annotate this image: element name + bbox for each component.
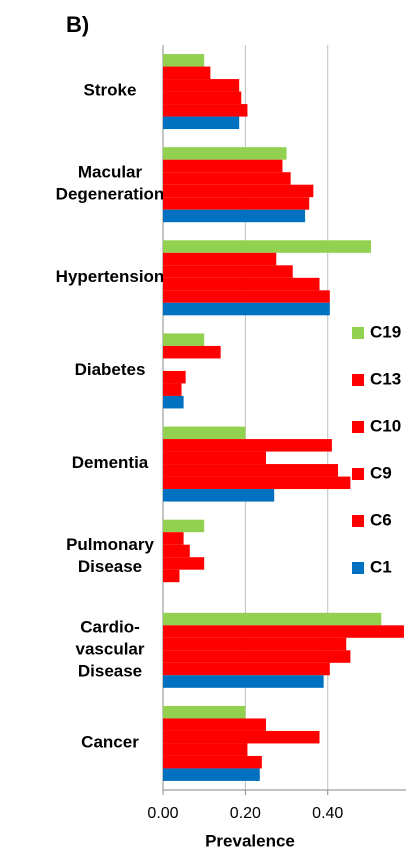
bar <box>163 557 205 570</box>
legend-label: C6 <box>370 510 392 529</box>
x-tick-label: 0.40 <box>312 805 343 822</box>
bar <box>163 383 182 396</box>
bar <box>163 650 351 663</box>
legend-label: C13 <box>370 369 401 388</box>
x-tick-label: 0.20 <box>230 805 261 822</box>
y-tick-label: Macular Degeneration <box>56 163 165 204</box>
bar <box>163 612 382 626</box>
bar <box>163 569 180 583</box>
legend-label: C1 <box>370 557 392 576</box>
bar <box>163 519 205 533</box>
x-axis-label: Prevalence <box>205 831 295 850</box>
legend-swatch <box>352 515 364 527</box>
legend-swatch <box>352 327 364 339</box>
bar <box>163 489 275 502</box>
bar <box>163 197 310 210</box>
bar <box>163 395 184 409</box>
bar <box>163 302 330 316</box>
legend-swatch <box>352 562 364 574</box>
bar <box>163 54 205 67</box>
bar <box>163 345 221 359</box>
bar <box>163 662 330 676</box>
bar <box>163 147 287 160</box>
y-tick-label: Pulmonary Disease <box>66 536 154 577</box>
bar <box>163 240 371 253</box>
bar <box>163 464 339 477</box>
y-tick-label: Dementia <box>72 454 149 473</box>
legend-label: C10 <box>370 416 401 435</box>
bar <box>163 104 248 117</box>
bar <box>163 265 293 278</box>
y-tick-label: Cancer <box>81 733 139 752</box>
bar <box>163 532 184 545</box>
chart-title: B) <box>66 12 89 37</box>
y-tick-label: Cardio-vascular Disease <box>76 618 145 681</box>
bar <box>163 252 277 266</box>
bar <box>163 675 324 688</box>
y-tick-label: Hypertension <box>56 267 165 286</box>
bar <box>163 209 306 223</box>
legend-swatch <box>352 421 364 433</box>
bar <box>163 66 211 80</box>
bar <box>163 544 190 558</box>
bar <box>163 705 246 719</box>
bar <box>163 439 332 452</box>
bar <box>163 159 283 173</box>
legend-label: C19 <box>370 322 401 341</box>
bar <box>163 755 262 769</box>
bar <box>163 91 242 105</box>
legend-swatch <box>352 374 364 386</box>
bar <box>163 277 320 291</box>
bar <box>163 476 351 490</box>
bar <box>163 79 240 92</box>
y-tick-label: Diabetes <box>75 360 146 379</box>
bar <box>163 451 266 465</box>
bar <box>163 730 320 744</box>
legend-swatch <box>352 468 364 480</box>
bar <box>163 743 248 756</box>
legend-label: C9 <box>370 463 392 482</box>
bar <box>163 370 186 384</box>
bar <box>163 172 291 185</box>
bar <box>163 116 240 130</box>
bar <box>163 637 347 651</box>
bar <box>163 333 205 346</box>
bar <box>163 290 330 303</box>
bar <box>163 426 246 440</box>
y-tick-label: Stroke <box>84 81 137 100</box>
bar <box>163 718 266 731</box>
bar <box>163 184 314 198</box>
bar <box>163 768 260 781</box>
x-tick-label: 0.00 <box>147 805 178 822</box>
bar <box>163 625 404 638</box>
